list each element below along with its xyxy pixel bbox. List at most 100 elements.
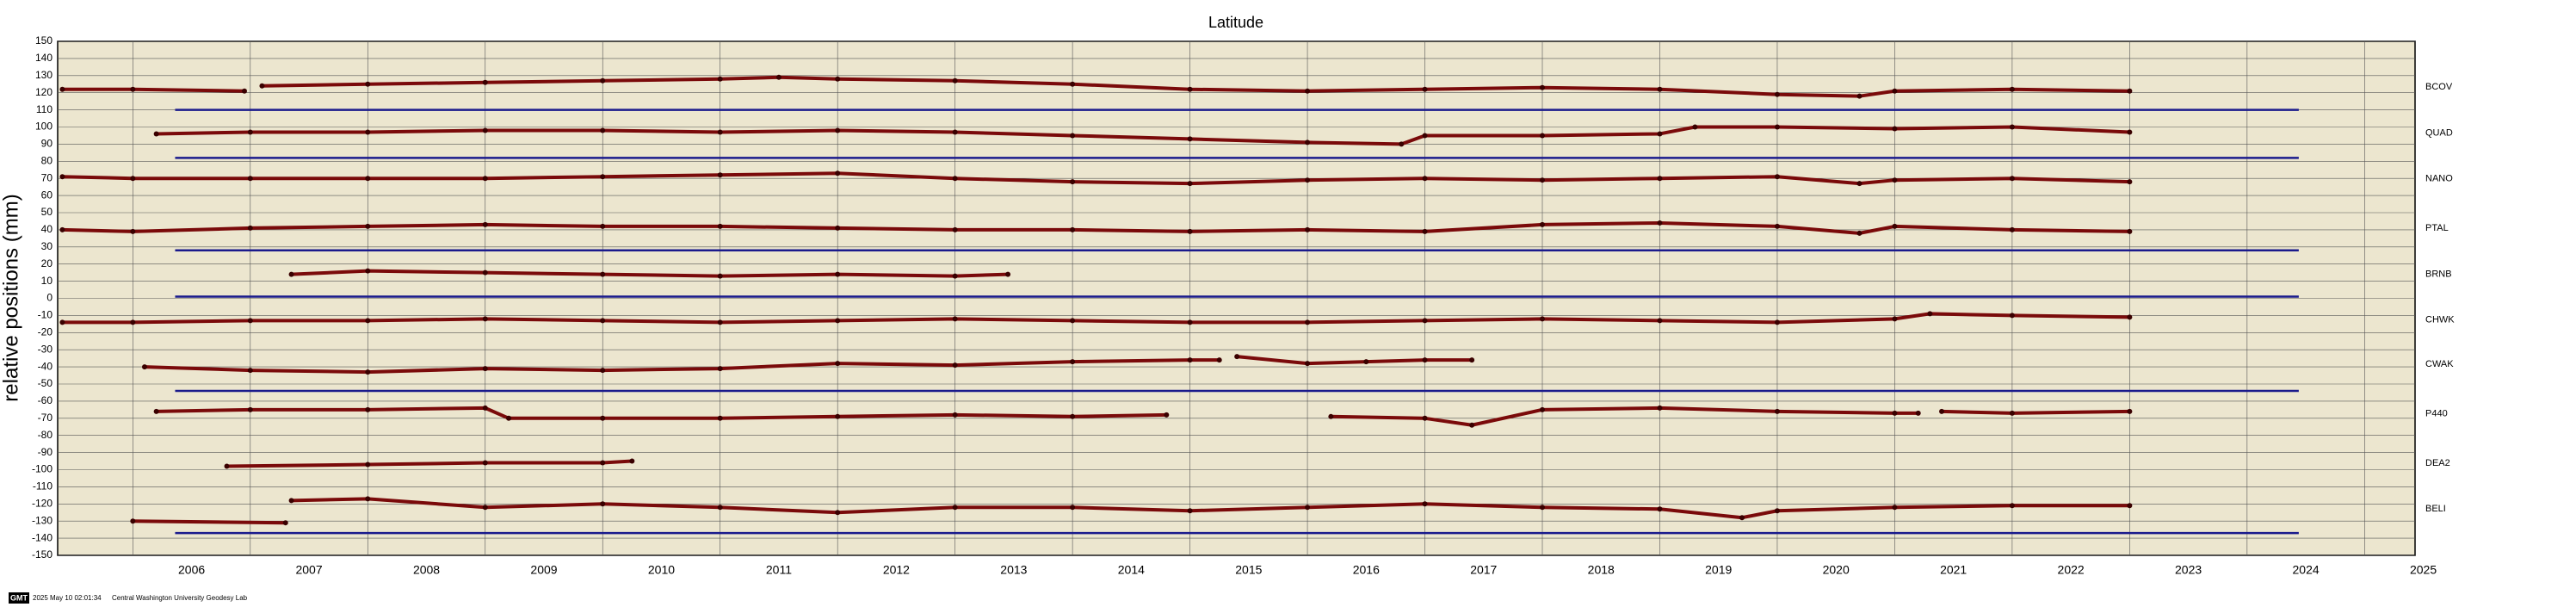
timestamp: 2025 May 10 02:01:34 [33,594,102,602]
data-point [717,223,723,229]
y-axis-label: relative positions (mm) [0,194,22,401]
station-label: DEA2 [2425,458,2450,468]
data-point [1856,93,1863,99]
data-point [1774,319,1780,325]
x-tick-label: 2011 [766,563,792,577]
data-point [1892,177,1898,183]
data-point [1187,357,1193,363]
series-line [133,497,2130,525]
data-point [952,77,958,84]
data-point [241,88,247,94]
data-point [2127,88,2133,94]
data-point [365,496,371,502]
data-point [1422,228,1428,234]
data-point [1739,515,1745,521]
y-tick-label: 130 [35,69,53,81]
data-point [600,460,606,466]
data-point [1070,179,1076,185]
data-point [482,79,488,85]
x-tick-label: 2023 [2175,563,2202,577]
series-line [62,220,2130,235]
data-point [1070,505,1076,511]
data-point [288,498,294,504]
data-point [1305,177,1311,183]
x-tick-label: 2008 [413,563,440,577]
data-point [1305,319,1311,325]
data-point [365,129,371,135]
data-point [775,74,781,80]
x-tick-label: 2016 [1353,563,1380,577]
data-point [1305,226,1311,232]
data-point [482,505,488,511]
y-tick-label: 40 [41,223,53,235]
data-point [130,518,136,524]
logo-box [9,592,29,604]
x-tick-label: 2006 [178,563,205,577]
x-tick-label: 2007 [295,563,322,577]
y-tick-label: -30 [38,343,53,355]
data-point [1070,226,1076,232]
data-point [1422,415,1428,421]
data-point [247,176,253,182]
data-point [1657,506,1663,512]
data-point [835,271,841,277]
data-point [952,412,958,418]
y-tick-label: 10 [41,275,53,287]
data-point [600,127,606,133]
y-tick-label: -40 [38,360,53,372]
data-point [1422,176,1428,182]
data-point [2009,503,2015,509]
x-tick-label: 2012 [883,563,910,577]
data-point [1657,318,1663,324]
data-point [1187,86,1193,92]
data-point [1005,271,1011,277]
data-point [247,318,253,324]
data-point [482,269,488,276]
y-tick-label: -20 [38,325,53,338]
data-point [1657,131,1663,137]
data-point [1540,505,1546,511]
data-point [2127,179,2133,185]
y-tick-label: 80 [41,154,53,166]
series-line [62,171,2130,186]
data-point [1892,126,1898,132]
data-point [282,520,288,526]
data-point [482,176,488,182]
data-point [1422,86,1428,92]
data-point [2127,228,2133,234]
x-tick-label: 2014 [1118,563,1145,577]
y-tick-label: -150 [32,548,53,561]
data-point [1469,422,1475,428]
y-tick-label: 70 [41,171,53,183]
data-point [365,406,371,412]
data-point [153,131,159,137]
data-point [835,127,841,133]
data-point [1070,413,1076,419]
x-tick-label: 2013 [1000,563,1027,577]
data-point [1856,230,1863,236]
data-point [2009,226,2015,232]
series-line [156,125,2130,146]
data-point [1070,318,1076,324]
data-point [717,273,723,279]
data-point [59,319,65,325]
station-label: P440 [2425,409,2448,419]
credit: Central Washington University Geodesy La… [112,594,248,602]
data-point [1363,359,1369,365]
data-point [2009,410,2015,416]
data-point [2127,503,2133,509]
y-tick-label: 110 [36,103,53,115]
data-point [1774,408,1780,414]
y-tick-label: 0 [46,292,53,304]
data-point [1657,86,1663,92]
data-point [130,86,136,92]
y-tick-label: 100 [35,121,53,133]
y-tick-label: 50 [41,206,53,218]
data-point [952,362,958,369]
x-tick-label: 2022 [2058,563,2085,577]
data-point [835,225,841,231]
data-point [1657,176,1663,182]
data-point [2009,313,2015,319]
data-point [365,318,371,324]
data-point [1774,124,1780,130]
